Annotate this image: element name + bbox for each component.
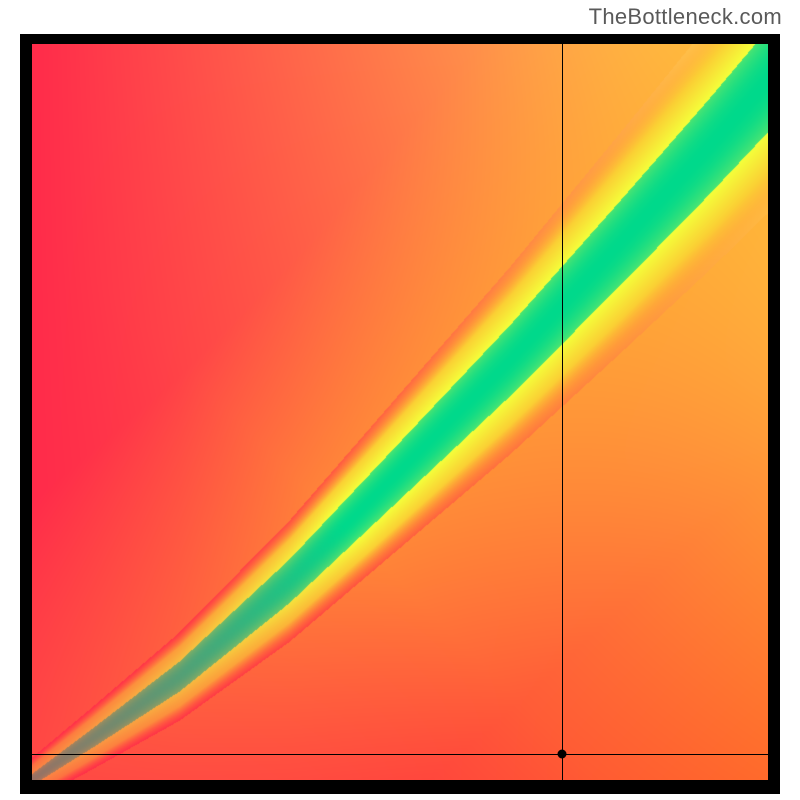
plot-area bbox=[32, 44, 768, 780]
chart-container: TheBottleneck.com bbox=[0, 0, 800, 800]
crosshair-vertical bbox=[562, 44, 563, 780]
crosshair-point bbox=[557, 750, 566, 759]
chart-frame bbox=[20, 34, 780, 794]
crosshair-horizontal bbox=[32, 754, 768, 755]
watermark-text: TheBottleneck.com bbox=[589, 4, 782, 30]
heatmap-canvas bbox=[32, 44, 768, 780]
